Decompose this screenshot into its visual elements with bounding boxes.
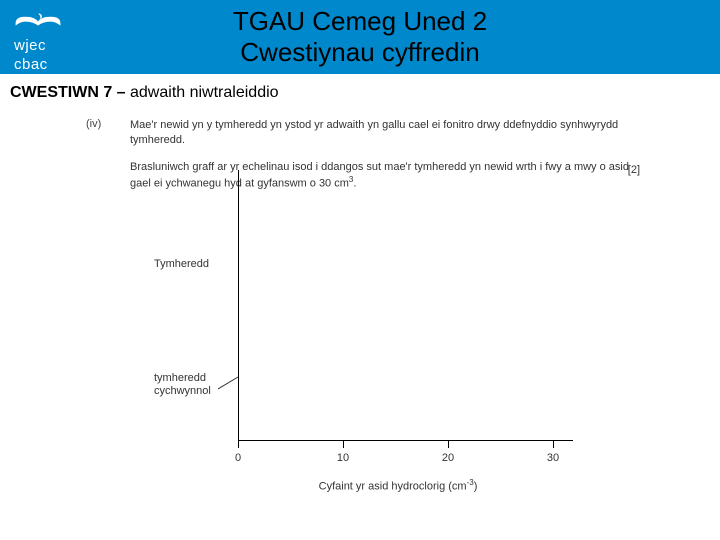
title-block: TGAU Cemeg Uned 2 Cwestiynau cyffredin: [233, 6, 487, 68]
x-tick: [448, 441, 449, 448]
x-tick-label: 10: [337, 452, 349, 464]
question-para-1: Mae'r newid yn y tymheredd yn ystod yr a…: [130, 118, 630, 148]
y-label-start: tymheredd cychwynnol: [154, 372, 211, 398]
question-roman: (iv): [86, 118, 101, 130]
y-axis: [238, 170, 239, 440]
header-bar: wjec cbac TGAU Cemeg Uned 2 Cwestiynau c…: [0, 0, 720, 74]
x-tick-label: 20: [442, 452, 454, 464]
x-tick-label: 30: [547, 452, 559, 464]
subheader: CWESTIWN 7 – adwaith niwtraleiddio: [0, 74, 720, 102]
y-label-start-l2: cychwynnol: [154, 385, 211, 397]
x-axis-label: Cyfaint yr asid hydroclorig (cm-3): [319, 478, 478, 493]
chart-area: Tymheredd tymheredd cychwynnol 0 10 20 30 C…: [130, 170, 600, 510]
y-label-start-l1: tymheredd: [154, 372, 206, 384]
xlabel-a: Cyfaint yr asid hydroclorig (cm: [319, 481, 467, 493]
title-line-1: TGAU Cemeg Uned 2: [233, 6, 487, 37]
subheader-rest: adwaith niwtraleiddio: [126, 84, 279, 101]
logo-text-bottom: cbac: [14, 56, 62, 73]
x-tick: [553, 441, 554, 448]
y-label-main: Tymheredd: [154, 258, 209, 270]
xlabel-b: ): [474, 481, 478, 493]
wjec-logo: wjec cbac: [14, 10, 62, 73]
x-axis: [238, 440, 573, 441]
question-marks: [2]: [628, 164, 640, 176]
subheader-bold: CWESTIWN 7 –: [10, 84, 126, 101]
book-icon: [14, 10, 62, 30]
logo-text-top: wjec: [14, 37, 62, 54]
x-tick: [238, 441, 239, 448]
xlabel-sup: -3: [467, 478, 474, 487]
title-line-2: Cwestiynau cyffredin: [233, 37, 487, 68]
x-tick-label: 0: [235, 452, 241, 464]
x-tick: [343, 441, 344, 448]
start-pointer-icon: [218, 375, 242, 393]
